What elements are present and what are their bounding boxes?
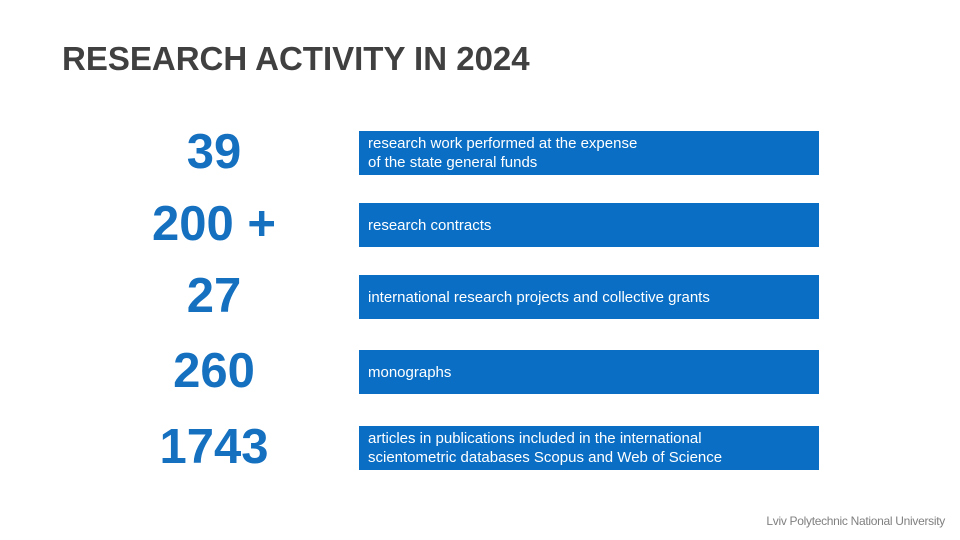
slide-title: RESEARCH ACTIVITY IN 2024 bbox=[62, 40, 530, 77]
description-line: research work performed at the expense bbox=[368, 135, 638, 152]
description-line: of the state general funds bbox=[368, 154, 538, 171]
description-line: scientometric databases Scopus and Web o… bbox=[368, 449, 723, 466]
stat-number: 1743 bbox=[159, 420, 269, 474]
stat-number: 27 bbox=[186, 269, 242, 323]
description-line: monographs bbox=[368, 363, 452, 381]
stat-description-box: international research projects and coll… bbox=[359, 275, 819, 319]
stat-number: 260 bbox=[173, 344, 255, 398]
stat-description-box: research work performed at the expense of… bbox=[359, 131, 819, 175]
stat-description-box: monographs bbox=[359, 350, 819, 394]
stat-description-box: research contracts bbox=[359, 203, 819, 247]
description-line: research contracts bbox=[368, 216, 492, 234]
stat-number: 200 + bbox=[152, 197, 276, 251]
description-line: international research projects and coll… bbox=[368, 288, 710, 306]
stat-description-box: articles in publications included in the… bbox=[359, 426, 819, 470]
stat-number: 39 bbox=[186, 125, 242, 179]
footer: Lviv Polytechnic National University bbox=[766, 514, 945, 528]
description-line: articles in publications included in the… bbox=[368, 430, 702, 447]
